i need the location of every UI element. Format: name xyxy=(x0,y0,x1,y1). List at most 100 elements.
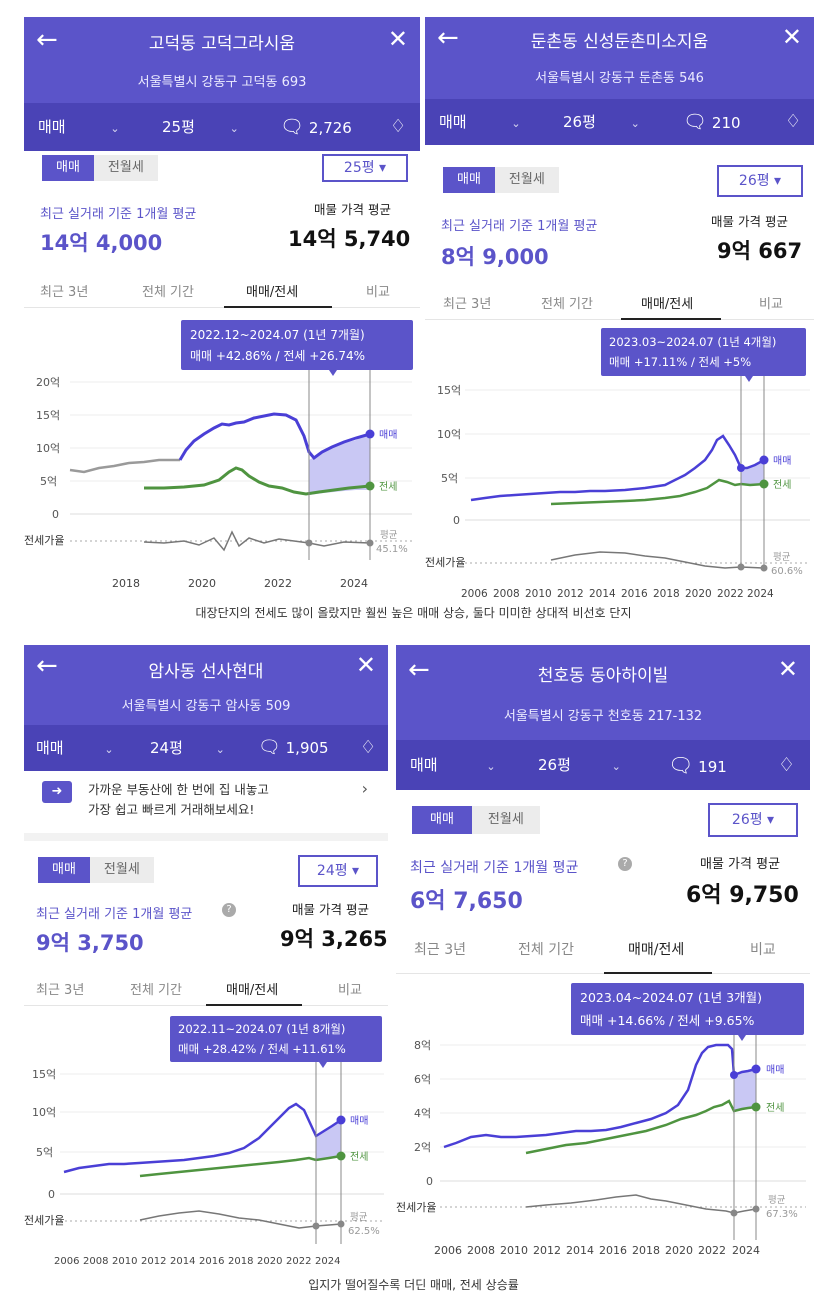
help-icon[interactable]: ? xyxy=(618,857,632,871)
y-tick-label: 5억 xyxy=(36,1146,53,1159)
filter-bar: 매매 ⌄ 26평 ⌄ 🗨 191 ♢ xyxy=(396,740,810,790)
ratio-end-point xyxy=(366,539,374,547)
back-arrow-icon[interactable]: ← xyxy=(36,651,58,681)
series-label-sale: 매매 xyxy=(350,1115,368,1127)
size-dropdown[interactable]: 24평 ⌄ xyxy=(150,739,225,757)
address: 서울특별시 강동구 고덕동 693 xyxy=(137,75,307,90)
x-tick-label: 2014 xyxy=(589,588,616,600)
close-icon[interactable]: ✕ xyxy=(777,655,798,683)
bell-icon[interactable]: ♢ xyxy=(360,737,377,758)
close-icon[interactable]: ✕ xyxy=(355,651,376,679)
sale-price-line xyxy=(470,434,765,502)
jeonse-end-point xyxy=(759,479,769,489)
x-tick-label: 2020 xyxy=(188,577,216,590)
x-tick-label: 2024 xyxy=(732,1244,760,1257)
tab-all-period[interactable]: 전체 기간 xyxy=(142,285,194,300)
toggle-rent[interactable]: 전월세 xyxy=(494,167,559,193)
close-icon[interactable]: ✕ xyxy=(781,23,802,51)
tooltip-pointer xyxy=(319,1062,327,1068)
tab-sale-jeonse[interactable]: 매매/전세 xyxy=(246,285,299,300)
comments-button[interactable]: 🗨 210 xyxy=(683,111,741,133)
ratio-end-point xyxy=(752,1205,760,1213)
toggle-rent[interactable]: 전월세 xyxy=(471,806,540,834)
toggle-rent[interactable]: 전월세 xyxy=(89,857,154,883)
size-dropdown[interactable]: 25평 ⌄ xyxy=(162,118,239,136)
bell-icon[interactable]: ♢ xyxy=(778,754,796,776)
y-tick-label: 10억 xyxy=(32,1106,56,1119)
toggle-sale[interactable]: 매매 xyxy=(38,857,90,883)
back-arrow-icon[interactable]: ← xyxy=(36,25,58,55)
speech-bubble-icon: 🗨 xyxy=(280,116,305,138)
ratio-start-point xyxy=(305,539,313,547)
chevron-down-icon: ⌄ xyxy=(229,122,239,135)
x-tick-label: 2024 xyxy=(315,1256,340,1267)
y-tick-label: 10억 xyxy=(437,428,461,441)
size-select[interactable]: 26평 ▾ xyxy=(708,803,798,837)
tab-all-period[interactable]: 전체 기간 xyxy=(518,942,574,958)
tab-compare[interactable]: 비교 xyxy=(338,983,362,998)
ratio-label: 전세가율 xyxy=(24,1214,64,1227)
size-select[interactable]: 26평 ▾ xyxy=(717,165,803,197)
tab-all-period[interactable]: 전체 기간 xyxy=(541,297,593,312)
tab-recent-3y[interactable]: 최근 3년 xyxy=(443,297,492,312)
y-tick-label: 15억 xyxy=(32,1068,56,1081)
period-tabs: 최근 3년 전체 기간 매매/전세 비교 xyxy=(24,973,388,1006)
x-tick-label: 2020 xyxy=(665,1244,693,1257)
trade-type-dropdown[interactable]: 매매 ⌄ xyxy=(38,118,120,136)
recent-avg-label: 최근 실거래 기준 1개월 평균 xyxy=(441,219,598,234)
chevron-down-icon: ⌄ xyxy=(511,117,521,130)
comments-button[interactable]: 🗨 1,905 xyxy=(258,737,329,758)
trade-type-dropdown[interactable]: 매매 ⌄ xyxy=(439,113,521,131)
sale-end-point xyxy=(759,455,769,465)
toggle-sale[interactable]: 매매 xyxy=(412,806,472,834)
size-dropdown[interactable]: 26평 ⌄ xyxy=(563,113,640,131)
tab-recent-3y[interactable]: 최근 3년 xyxy=(40,285,89,300)
tooltip-range: 2023.03~2024.07 (1년 4개월) xyxy=(609,335,776,349)
tab-compare[interactable]: 비교 xyxy=(759,297,783,312)
x-tick-label: 2008 xyxy=(467,1244,495,1257)
tab-sale-jeonse[interactable]: 매매/전세 xyxy=(226,983,279,998)
recent-avg-value: 9억 3,750 xyxy=(36,931,144,955)
series-label-jeonse: 전세 xyxy=(350,1151,368,1163)
size-select[interactable]: 24평 ▾ xyxy=(298,855,378,887)
trade-toggle: 매매 전월세 xyxy=(443,167,559,193)
back-arrow-icon[interactable]: ← xyxy=(408,655,430,685)
y-tick-label: 0 xyxy=(453,514,460,527)
tab-compare[interactable]: 비교 xyxy=(366,285,390,300)
tab-all-period[interactable]: 전체 기간 xyxy=(130,983,182,998)
avg-value: 60.6% xyxy=(771,566,803,577)
active-tab-indicator xyxy=(621,318,721,320)
complex-panel-godeok: ← 고덕동 고덕그라시움 ✕ 서울특별시 강동구 고덕동 693 매매 ⌄ 25… xyxy=(24,17,420,600)
period-tabs: 최근 3년 전체 기간 매매/전세 비교 xyxy=(396,935,810,974)
toggle-sale[interactable]: 매매 xyxy=(42,155,94,181)
x-tick-label: 2020 xyxy=(685,588,712,600)
toggle-sale[interactable]: 매매 xyxy=(443,167,495,193)
tab-compare[interactable]: 비교 xyxy=(750,942,776,958)
sell-notice-banner[interactable]: ➜ 가까운 부동산에 한 번에 집 내놓고 가장 쉽고 빠르게 거래해보세요! … xyxy=(24,771,388,841)
size-select[interactable]: 25평 ▾ xyxy=(322,154,408,182)
y-tick-label: 0 xyxy=(48,1188,55,1201)
chevron-down-icon: ⌄ xyxy=(486,760,496,773)
comments-button[interactable]: 🗨 191 xyxy=(668,753,727,777)
comments-button[interactable]: 🗨 2,726 xyxy=(280,116,352,138)
tab-recent-3y[interactable]: 최근 3년 xyxy=(36,983,85,998)
tab-sale-jeonse[interactable]: 매매/전세 xyxy=(641,297,694,312)
chevron-down-icon: ⌄ xyxy=(110,122,120,135)
x-tick-label: 2010 xyxy=(112,1256,137,1267)
tab-sale-jeonse[interactable]: 매매/전세 xyxy=(628,942,685,958)
listing-avg-value: 9억 667 xyxy=(717,239,803,263)
size-dropdown[interactable]: 26평 ⌄ xyxy=(538,756,621,774)
tab-recent-3y[interactable]: 최근 3년 xyxy=(414,942,466,958)
sale-end-point xyxy=(336,1115,346,1125)
jeonse-end-point xyxy=(365,481,375,491)
toggle-rent[interactable]: 전월세 xyxy=(93,155,158,181)
close-icon[interactable]: ✕ xyxy=(387,25,408,53)
help-icon[interactable]: ? xyxy=(222,903,236,917)
bell-icon[interactable]: ♢ xyxy=(785,111,802,132)
bell-icon[interactable]: ♢ xyxy=(390,116,407,137)
trade-type-dropdown[interactable]: 매매 ⌄ xyxy=(36,739,114,757)
trade-type-dropdown[interactable]: 매매 ⌄ xyxy=(410,756,496,774)
back-arrow-icon[interactable]: ← xyxy=(437,23,459,53)
recent-avg-value: 6억 7,650 xyxy=(410,889,523,914)
complex-panel-dunchon: ← 둔촌동 신성둔촌미소지움 ✕ 서울특별시 강동구 둔촌동 546 매매 ⌄ … xyxy=(425,17,814,600)
